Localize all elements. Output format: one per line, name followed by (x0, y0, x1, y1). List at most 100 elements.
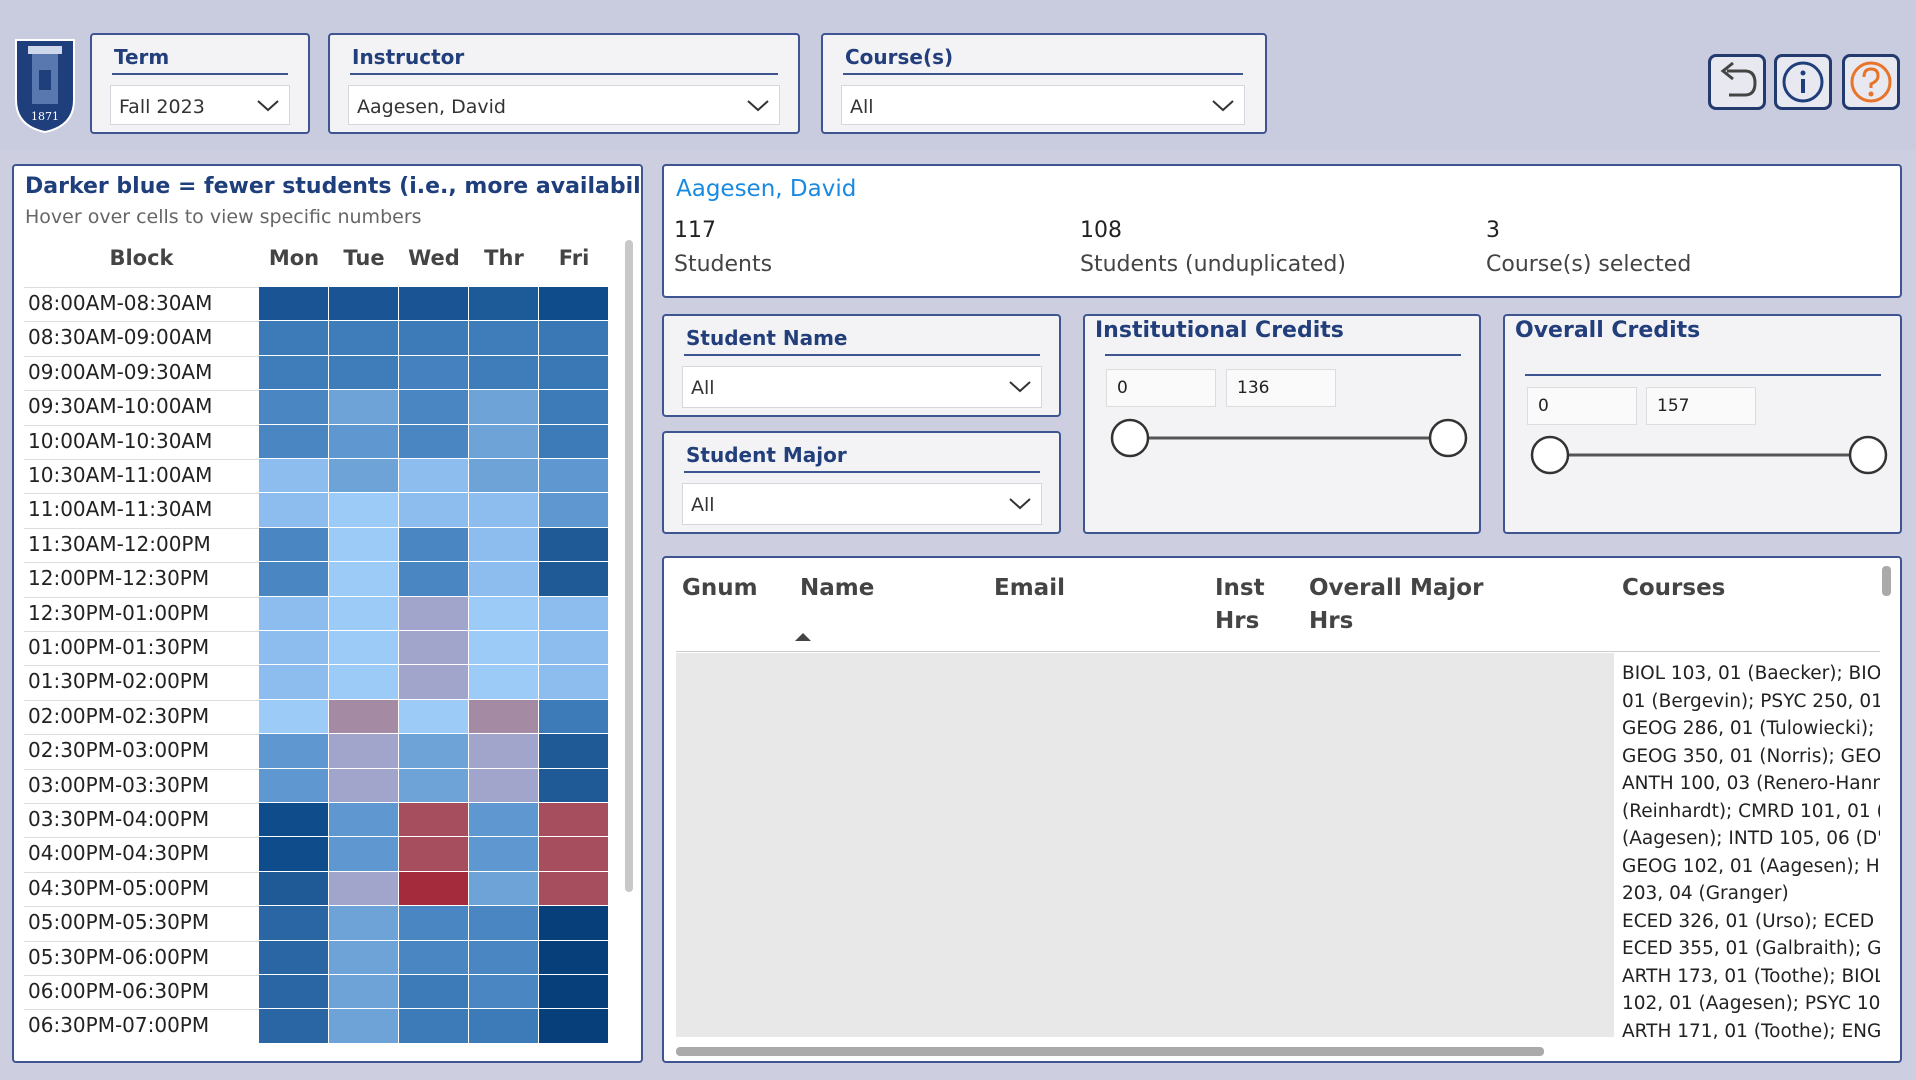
heat-cell[interactable] (259, 424, 328, 458)
heat-cell[interactable] (259, 1009, 328, 1043)
heat-cell[interactable] (399, 459, 468, 493)
min-input[interactable]: 0 (1106, 369, 1216, 407)
heat-cell[interactable] (469, 321, 538, 355)
heat-cell[interactable] (329, 562, 398, 596)
heat-cell[interactable] (329, 665, 398, 699)
heat-cell[interactable] (399, 837, 468, 871)
min-input[interactable]: 0 (1527, 387, 1637, 425)
heat-cell[interactable] (399, 321, 468, 355)
column-header[interactable]: Overall Hrs (1309, 575, 1402, 634)
heat-cell[interactable] (469, 562, 538, 596)
heat-cell[interactable] (329, 906, 398, 940)
heat-cell[interactable] (329, 940, 398, 974)
heat-cell[interactable] (539, 287, 608, 321)
heat-cell[interactable] (469, 940, 538, 974)
instructor-slicer[interactable]: Instructor Aagesen, David (328, 33, 800, 134)
heat-cell[interactable] (329, 459, 398, 493)
heat-cell[interactable] (469, 596, 538, 630)
dropdown[interactable]: Fall 2023 (110, 85, 290, 125)
heat-cell[interactable] (259, 459, 328, 493)
heat-cell[interactable] (259, 906, 328, 940)
heat-cell[interactable] (399, 596, 468, 630)
heat-cell[interactable] (469, 493, 538, 527)
heat-cell[interactable] (539, 390, 608, 424)
heat-cell[interactable] (259, 734, 328, 768)
heat-cell[interactable] (539, 734, 608, 768)
heat-cell[interactable] (399, 287, 468, 321)
heat-cell[interactable] (329, 390, 398, 424)
help-button[interactable] (1842, 54, 1900, 110)
heat-cell[interactable] (469, 734, 538, 768)
heat-cell[interactable] (399, 631, 468, 665)
heat-cell[interactable] (399, 803, 468, 837)
heat-cell[interactable] (399, 665, 468, 699)
term-slicer[interactable]: Term Fall 2023 (90, 33, 310, 134)
heat-cell[interactable] (539, 975, 608, 1009)
heat-cell[interactable] (399, 975, 468, 1009)
heat-cell[interactable] (399, 768, 468, 802)
heat-cell[interactable] (539, 665, 608, 699)
heat-cell[interactable] (259, 940, 328, 974)
heat-cell[interactable] (329, 424, 398, 458)
heat-cell[interactable] (259, 493, 328, 527)
heat-cell[interactable] (329, 287, 398, 321)
heat-cell[interactable] (399, 390, 468, 424)
heat-cell[interactable] (469, 1009, 538, 1043)
sort-indicator[interactable] (795, 632, 811, 642)
back-button[interactable] (1708, 54, 1766, 110)
heat-cell[interactable] (399, 906, 468, 940)
heat-cell[interactable] (329, 493, 398, 527)
dropdown[interactable]: All (841, 85, 1245, 125)
heat-cell[interactable] (259, 699, 328, 734)
heat-cell[interactable] (469, 837, 538, 871)
heat-cell[interactable] (539, 940, 608, 974)
column-header[interactable]: Courses (1622, 575, 1726, 601)
heat-cell[interactable] (399, 562, 468, 596)
heat-cell[interactable] (329, 871, 398, 906)
heat-cell[interactable] (259, 390, 328, 424)
range-slider[interactable] (1515, 433, 1895, 477)
heat-cell[interactable] (259, 527, 328, 562)
h-scrollbar[interactable] (676, 1047, 1544, 1056)
heat-cell[interactable] (399, 1009, 468, 1043)
max-input[interactable]: 157 (1646, 387, 1756, 425)
heat-cell[interactable] (399, 424, 468, 458)
column-header[interactable]: Major (1410, 575, 1484, 601)
heat-cell[interactable] (259, 871, 328, 906)
heat-cell[interactable] (329, 631, 398, 665)
heat-cell[interactable] (539, 768, 608, 802)
v-scrollbar[interactable] (1882, 566, 1891, 596)
heat-cell[interactable] (259, 803, 328, 837)
heat-cell[interactable] (539, 871, 608, 906)
heat-cell[interactable] (469, 355, 538, 390)
heat-cell[interactable] (469, 424, 538, 458)
heat-cell[interactable] (469, 768, 538, 802)
range-slider[interactable] (1095, 416, 1475, 460)
heat-cell[interactable] (469, 871, 538, 906)
heat-cell[interactable] (259, 631, 328, 665)
heat-cell[interactable] (539, 803, 608, 837)
institutional-credits-slicer[interactable]: Institutional Credits 0 136 (1083, 314, 1481, 534)
heat-cell[interactable] (259, 975, 328, 1009)
courses-slicer[interactable]: Course(s) All (821, 33, 1267, 134)
heat-cell[interactable] (539, 562, 608, 596)
heat-cell[interactable] (469, 631, 538, 665)
heat-cell[interactable] (329, 1009, 398, 1043)
heat-cell[interactable] (539, 355, 608, 390)
heat-cell[interactable] (539, 699, 608, 734)
heat-cell[interactable] (259, 837, 328, 871)
scrollbar[interactable] (625, 240, 633, 892)
heat-cell[interactable] (329, 734, 398, 768)
heat-cell[interactable] (539, 631, 608, 665)
heat-cell[interactable] (329, 837, 398, 871)
heat-cell[interactable] (259, 355, 328, 390)
heat-cell[interactable] (259, 321, 328, 355)
heat-cell[interactable] (329, 596, 398, 630)
overall-credits-slicer[interactable]: Overall Credits 0 157 (1503, 314, 1902, 534)
heat-cell[interactable] (539, 459, 608, 493)
heat-cell[interactable] (259, 768, 328, 802)
dropdown[interactable]: Aagesen, David (348, 85, 780, 125)
heat-cell[interactable] (329, 699, 398, 734)
heat-cell[interactable] (259, 665, 328, 699)
heat-cell[interactable] (329, 975, 398, 1009)
